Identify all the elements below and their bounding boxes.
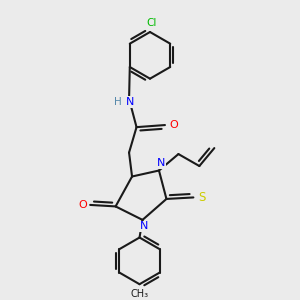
- Text: O: O: [78, 200, 87, 210]
- Text: N: N: [157, 158, 165, 168]
- Text: N: N: [140, 221, 148, 232]
- Text: N: N: [126, 97, 134, 107]
- Text: O: O: [169, 120, 178, 130]
- Text: Cl: Cl: [146, 18, 157, 28]
- Text: S: S: [198, 191, 206, 204]
- Text: H: H: [114, 97, 122, 107]
- Text: CH₃: CH₃: [130, 289, 148, 299]
